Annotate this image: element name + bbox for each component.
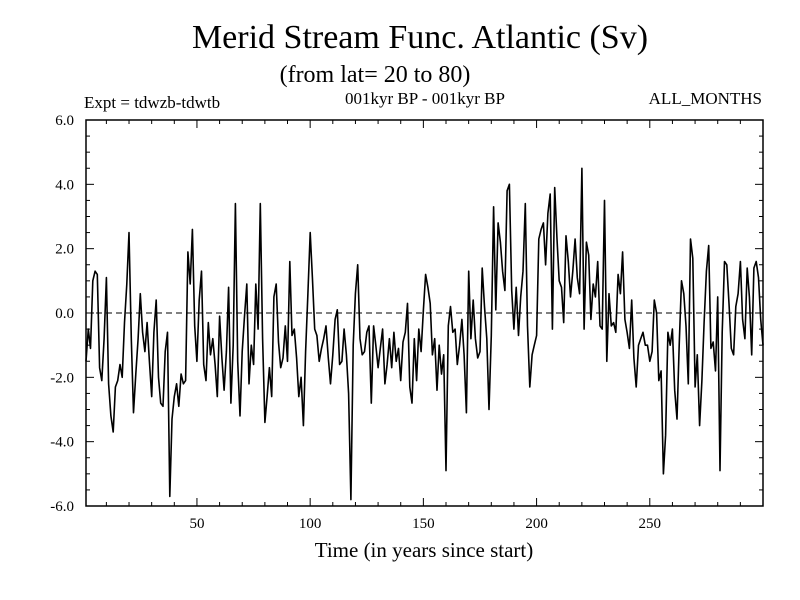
y-tick-label: 0.0 [55, 306, 74, 322]
data-line [85, 167, 764, 501]
chart-subtitle: (from lat= 20 to 80) [280, 62, 471, 88]
y-tick-label: 6.0 [55, 113, 74, 129]
plot-frame [85, 119, 764, 507]
x-tick-label: 200 [525, 516, 548, 532]
x-tick-label: 250 [639, 516, 662, 532]
y-tick-label: -4.0 [50, 435, 74, 451]
x-axis-label: Time (in years since start) [315, 538, 534, 562]
x-tick-label: 150 [412, 516, 435, 532]
axis-tick-labels: 50 100 150 200 250 -6.0 -4.0 -2.0 0.0 2.0 4.0 6.0 [50, 113, 661, 532]
chart-title: Merid Stream Func. Atlantic (Sv) [192, 19, 648, 56]
x-tick-label: 100 [299, 516, 322, 532]
y-tick-label: 2.0 [55, 242, 74, 258]
y-tick-label: 4.0 [55, 177, 74, 193]
period-label: 001kyr BP - 001kyr BP [345, 89, 505, 108]
x-tick-label: 50 [189, 516, 204, 532]
y-tick-label: -6.0 [50, 499, 74, 515]
experiment-label: Expt = tdwzb-tdwtb [84, 93, 220, 112]
months-label: ALL_MONTHS [649, 89, 762, 108]
y-tick-label: -2.0 [50, 370, 74, 386]
